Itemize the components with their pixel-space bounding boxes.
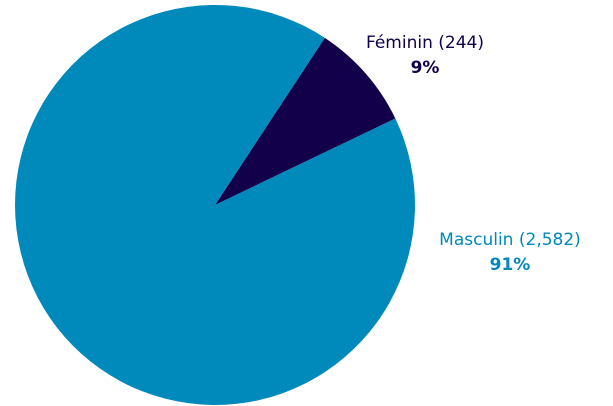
category-label: Masculin xyxy=(439,230,513,250)
count-label: (2,582) xyxy=(519,230,581,250)
percent-label: 9% xyxy=(411,58,440,78)
percent-label: 91% xyxy=(490,255,531,275)
pie-slice xyxy=(15,4,415,405)
slice-label: Masculin (2,582) xyxy=(439,230,581,250)
category-label: Féminin xyxy=(366,33,433,53)
count-label: (244) xyxy=(438,33,484,53)
pie-slice xyxy=(215,37,396,205)
slice-label: Féminin (244) xyxy=(366,33,484,53)
